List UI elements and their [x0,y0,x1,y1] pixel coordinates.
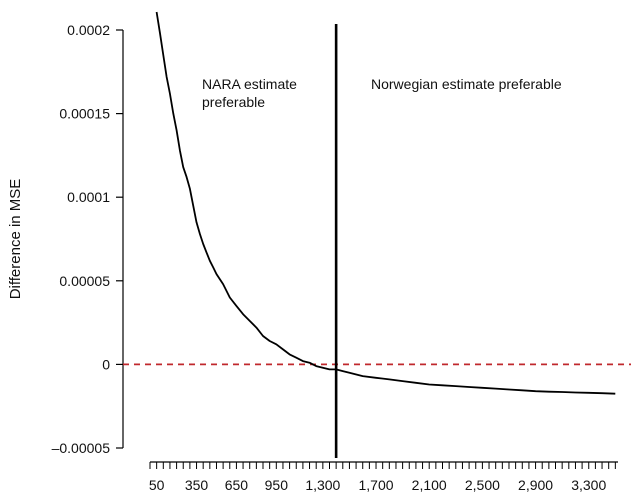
x-tick-label: 3,300 [571,477,606,493]
y-tick-label: 0.00005 [59,273,110,289]
y-tick-label: 0.00015 [59,106,110,122]
annotation-nara-line-1: NARA estimate [202,76,297,92]
y-axis: 0.0002 0.00015 0.0001 0.00005 0 –0.00005 [52,22,124,456]
x-tick-label: 950 [265,477,289,493]
x-axis-ticks: 50 350 650 950 1,300 1,700 2,100 2,500 2,900 3,30… [149,462,616,493]
y-axis-ticks: 0.0002 0.00015 0.0001 0.00005 0 –0.00005 [52,22,123,456]
x-tick-label: 350 [185,477,209,493]
annotation-norwegian: Norwegian estimate preferable [371,76,562,92]
x-tick-label: 1,700 [358,477,393,493]
y-tick-label: 0.0001 [67,189,110,205]
x-tick-label: 650 [225,477,249,493]
annotation-nara: NARA estimate preferable [202,76,301,110]
x-tick-label: 2,500 [465,477,500,493]
x-tick-label: 1,300 [305,477,340,493]
y-tick-label: 0.0002 [67,22,110,38]
y-axis-title: Difference in MSE [7,179,24,300]
y-tick-label: –0.00005 [52,440,111,456]
x-tick-label: 2,900 [518,477,553,493]
y-tick-label: 0 [102,356,110,372]
series-line [155,11,616,395]
x-tick-label: 2,100 [412,477,447,493]
x-axis: 50 350 650 950 1,300 1,700 2,100 2,500 2,900 3,30… [149,461,618,493]
x-tick-label: 50 [149,477,165,493]
annotation-nara-line-2: preferable [202,94,265,110]
